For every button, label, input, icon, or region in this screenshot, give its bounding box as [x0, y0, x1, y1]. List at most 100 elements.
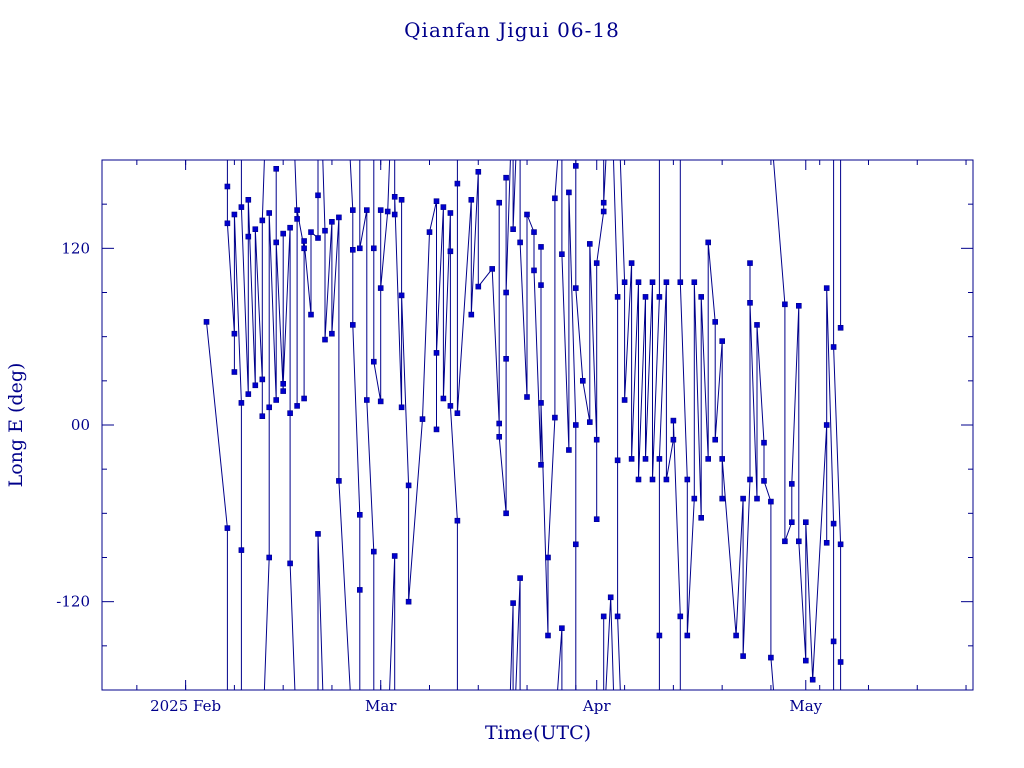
data-point	[593, 436, 600, 443]
data-point	[287, 410, 293, 417]
data-point	[433, 198, 440, 204]
data-point	[468, 197, 475, 203]
data-point	[649, 279, 656, 286]
data-point	[363, 207, 370, 213]
data-point	[572, 285, 579, 291]
data-point	[426, 229, 433, 235]
y-tick-label: 120	[61, 239, 90, 257]
data-point	[837, 659, 844, 665]
data-point	[719, 495, 726, 502]
data-point	[830, 344, 837, 350]
plot-frame	[101, 159, 974, 691]
data-point	[684, 476, 691, 483]
data-point	[677, 279, 684, 286]
data-point	[308, 229, 314, 235]
data-point	[524, 211, 530, 218]
data-point	[336, 478, 342, 484]
data-point	[642, 456, 649, 462]
data-point	[593, 516, 600, 523]
data-point	[572, 163, 579, 169]
data-point	[830, 638, 837, 645]
data-point	[405, 482, 412, 489]
data-point	[419, 416, 426, 422]
data-point	[503, 174, 509, 181]
data-point	[802, 657, 809, 664]
x-tick-label: Mar	[365, 697, 397, 715]
data-point	[600, 208, 607, 215]
data-point	[273, 239, 280, 246]
data-point	[572, 422, 579, 428]
data-point	[322, 336, 328, 343]
data-point	[301, 245, 307, 252]
data-point	[510, 226, 516, 232]
data-point	[398, 197, 405, 203]
data-point	[398, 292, 405, 299]
data-point	[238, 547, 245, 553]
data-point	[579, 377, 586, 384]
x-axis-title: Time(UTC)	[485, 722, 591, 744]
data-point	[301, 238, 307, 244]
data-point	[733, 632, 739, 639]
data-point	[788, 519, 795, 526]
data-point	[391, 211, 398, 218]
data-point	[315, 235, 321, 241]
data-point	[782, 538, 788, 545]
data-point	[503, 355, 509, 362]
data-point	[287, 224, 293, 231]
data-point	[768, 654, 774, 661]
data-point	[691, 279, 698, 286]
data-point	[552, 195, 558, 202]
data-point	[705, 456, 712, 462]
data-point	[287, 560, 293, 567]
data-point	[356, 587, 363, 593]
data-point	[614, 457, 621, 464]
data-point	[391, 194, 398, 200]
data-point	[280, 388, 287, 394]
data-point	[266, 210, 273, 216]
data-point	[768, 498, 774, 505]
y-tick-label: 00	[71, 416, 90, 434]
data-point	[795, 538, 802, 545]
data-point	[552, 414, 558, 421]
data-point	[231, 330, 238, 337]
data-point	[712, 436, 719, 443]
data-point	[440, 395, 447, 402]
data-point	[475, 283, 482, 290]
data-point	[677, 613, 684, 620]
data-point	[656, 632, 663, 639]
data-point	[628, 260, 635, 266]
data-point	[510, 600, 516, 606]
data-point	[370, 245, 377, 252]
data-point	[280, 380, 287, 387]
data-point	[698, 294, 705, 300]
data-point	[273, 166, 280, 172]
data-point	[538, 244, 544, 250]
data-point	[294, 207, 300, 213]
data-point	[245, 197, 252, 203]
data-point	[614, 613, 621, 620]
data-point	[642, 294, 649, 300]
data-point	[433, 350, 440, 356]
data-point	[231, 211, 238, 218]
data-point	[503, 289, 509, 296]
data-point	[454, 180, 461, 187]
data-point	[628, 456, 635, 462]
data-point	[503, 510, 509, 517]
x-axis: 2025 Feb Mar Apr May	[136, 160, 967, 715]
data-point	[600, 613, 607, 620]
data-point	[788, 481, 795, 487]
data-point	[308, 311, 314, 318]
data-point	[259, 413, 266, 420]
chart-title: Qianfan Jigui 06-18	[404, 18, 620, 42]
data-point	[259, 217, 266, 224]
data-point	[531, 229, 537, 235]
data-point	[566, 447, 572, 453]
data-point	[586, 241, 593, 247]
data-point	[823, 422, 830, 428]
data-point	[398, 404, 405, 411]
data-point	[384, 208, 391, 215]
data-point	[301, 395, 307, 402]
data-point	[649, 476, 656, 483]
data-point	[795, 302, 802, 309]
